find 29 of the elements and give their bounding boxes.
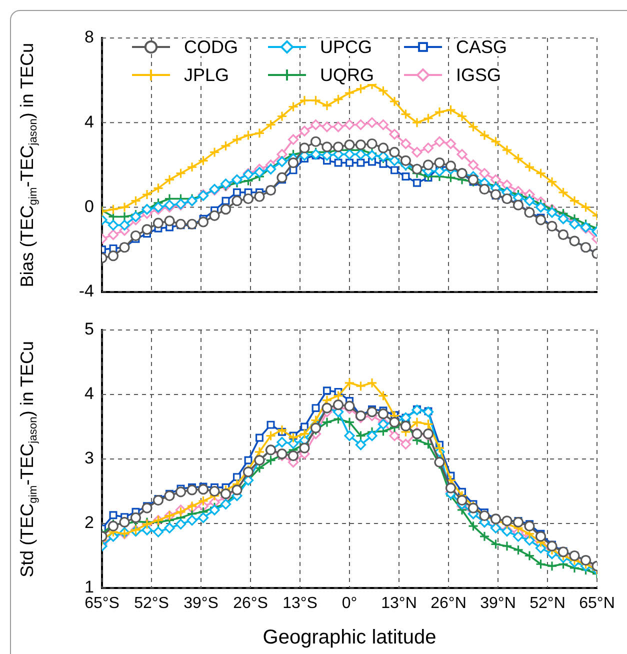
y-tick-label: 3 (84, 448, 94, 468)
legend-label: JPLG (184, 64, 230, 85)
legend-label: CASG (456, 36, 508, 57)
x-tick-label: 26°S (233, 595, 268, 612)
y-tick-label: -4 (78, 281, 94, 300)
y-tick-label: 8 (84, 28, 94, 47)
y-tick-label: 0 (84, 196, 94, 216)
y-axis-title: Bias (TECgim-TECjason) in TECu (16, 42, 40, 288)
legend-label: CODG (184, 36, 238, 57)
x-axis-title: Geographic latitude (262, 626, 436, 649)
y-tick-label: 4 (84, 112, 94, 132)
x-tick-label: 0° (342, 595, 358, 612)
y-tick-label: 1 (84, 578, 94, 597)
legend-label: UPCG (320, 36, 372, 57)
x-tick-label: 39°S (184, 595, 218, 612)
x-tick-label: 65°N (579, 595, 615, 612)
x-tick-label: 26°N (430, 595, 466, 612)
y-tick-label: 2 (84, 513, 94, 532)
x-tick-label: 13°S (282, 595, 318, 612)
y-tick-label: 5 (84, 320, 94, 339)
x-tick-label: 65°S (84, 595, 120, 612)
x-tick-label: 39°N (480, 595, 516, 612)
y-tick-label: 4 (84, 384, 94, 404)
legend-label: UQRG (320, 64, 374, 85)
legend-label: IGSG (456, 64, 502, 85)
y-axis-title: Std (TECgim-TECjason) in TECu (16, 340, 40, 578)
x-tick-label: 13°N (381, 595, 417, 612)
x-tick-label: 52°S (134, 595, 169, 612)
x-tick-label: 52°N (530, 595, 566, 612)
